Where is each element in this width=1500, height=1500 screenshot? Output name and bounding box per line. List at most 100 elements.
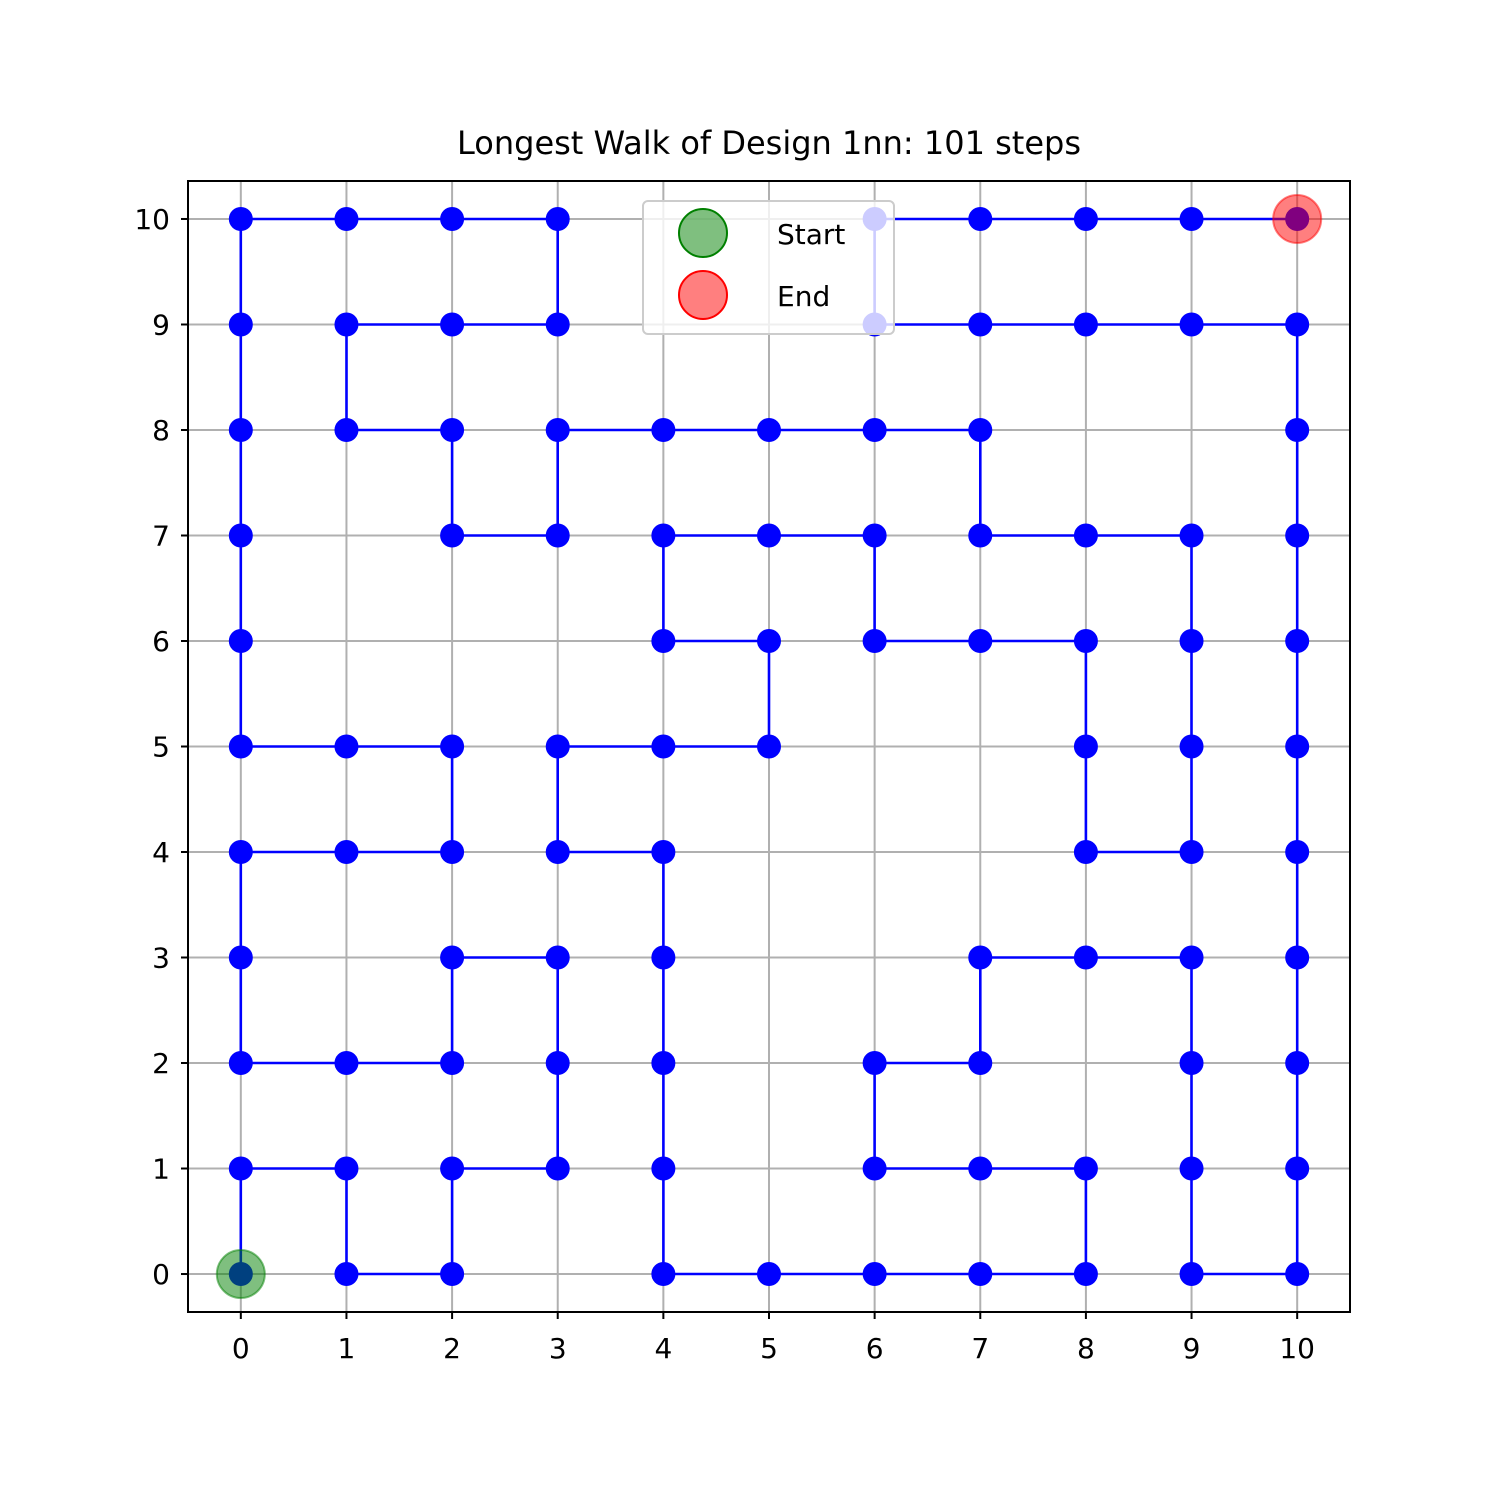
walk-point <box>1073 312 1098 337</box>
walk-point <box>1285 945 1310 970</box>
walk-point <box>1179 1051 1204 1076</box>
walk-point <box>545 945 570 970</box>
y-tick-label: 6 <box>152 625 170 658</box>
walk-point <box>1285 523 1310 548</box>
x-tick-label: 0 <box>232 1332 250 1365</box>
walk-point <box>757 523 781 548</box>
walk-point <box>968 523 993 548</box>
walk-point <box>545 523 570 548</box>
start-marker <box>215 1249 266 1300</box>
walk-point <box>651 840 676 865</box>
walk-point <box>651 1051 676 1076</box>
walk-point <box>968 1051 993 1076</box>
walk-point <box>1179 206 1204 231</box>
walk-point <box>862 1156 887 1181</box>
walk-point <box>545 1156 570 1181</box>
walk-point <box>1179 945 1204 970</box>
walk-point <box>968 1262 993 1287</box>
walk-point <box>1073 628 1098 653</box>
legend-end-label: End <box>777 280 830 313</box>
walk-point <box>440 734 465 759</box>
walk-point <box>228 734 253 759</box>
walk-point <box>651 945 676 970</box>
walk-point <box>1073 734 1098 759</box>
walk-point <box>757 734 781 759</box>
walk-point <box>545 734 570 759</box>
walk-point <box>968 312 993 337</box>
walk-point <box>228 840 253 865</box>
y-tick-label: 1 <box>152 1153 170 1186</box>
x-tick-label: 2 <box>443 1332 461 1365</box>
walk-point <box>1179 312 1204 337</box>
walk-point <box>651 1262 676 1287</box>
walk-point <box>334 840 359 865</box>
walk-point <box>1073 840 1098 865</box>
walk-point <box>968 945 993 970</box>
x-tick-label: 7 <box>971 1332 989 1365</box>
walk-series <box>228 206 1310 1287</box>
x-tick-label: 5 <box>760 1332 778 1365</box>
walk-point <box>228 417 253 442</box>
axis-ticks: 0 1 2 3 4 5 6 7 8 9 10 0 1 2 3 4 5 6 7 8 9 10 <box>134 203 1315 1365</box>
walk-point <box>545 417 570 442</box>
walk-point <box>334 206 359 231</box>
walk-point <box>334 1156 359 1181</box>
walk-point <box>651 523 676 548</box>
start-end-markers <box>215 193 1323 1300</box>
walk-point <box>862 1051 887 1076</box>
walk-point <box>757 417 781 442</box>
walk-point <box>440 206 465 231</box>
walk-point <box>757 1262 781 1287</box>
walk-point <box>228 1051 253 1076</box>
walk-point <box>1179 1156 1204 1181</box>
y-tick-label: 0 <box>152 1258 170 1291</box>
walk-point <box>968 417 993 442</box>
walk-point <box>228 945 253 970</box>
walk-point <box>440 1262 465 1287</box>
walk-point <box>334 417 359 442</box>
walk-point <box>862 628 887 653</box>
y-tick-label: 4 <box>152 836 170 869</box>
y-tick-label: 8 <box>152 414 170 447</box>
walk-point <box>440 840 465 865</box>
y-tick-label: 10 <box>134 203 170 236</box>
walk-point <box>440 945 465 970</box>
walk-point <box>651 1156 676 1181</box>
walk-point <box>1073 206 1098 231</box>
walk-point <box>545 312 570 337</box>
x-tick-label: 8 <box>1077 1332 1095 1365</box>
y-tick-label: 9 <box>152 308 170 341</box>
y-tick-label: 2 <box>152 1047 170 1080</box>
walk-point <box>1285 628 1310 653</box>
walk-point <box>1179 840 1204 865</box>
walk-point <box>545 840 570 865</box>
x-tick-label: 3 <box>549 1332 567 1365</box>
walk-point <box>1073 945 1098 970</box>
walk-point <box>1179 628 1204 653</box>
walk-point <box>440 417 465 442</box>
walk-point <box>1285 840 1310 865</box>
walk-point <box>968 628 993 653</box>
walk-point <box>440 1051 465 1076</box>
walk-point <box>1285 734 1310 759</box>
chart-title: Longest Walk of Design 1nn: 101 steps <box>457 124 1081 162</box>
x-tick-label: 6 <box>866 1332 884 1365</box>
walk-point <box>1285 417 1310 442</box>
walk-point <box>334 734 359 759</box>
legend-box <box>642 200 895 335</box>
walk-point <box>1285 1051 1310 1076</box>
walk-point <box>228 523 253 548</box>
walk-point <box>228 1156 253 1181</box>
walk-point <box>1285 312 1310 337</box>
walk-point <box>1073 1262 1098 1287</box>
end-marker <box>1272 193 1323 244</box>
walk-point <box>228 312 253 337</box>
walk-point <box>651 417 676 442</box>
walk-point <box>1179 523 1204 548</box>
walk-point <box>968 206 993 231</box>
walk-point <box>968 1156 993 1181</box>
y-tick-label: 5 <box>152 731 170 764</box>
walk-point <box>651 734 676 759</box>
x-tick-label: 4 <box>654 1332 672 1365</box>
